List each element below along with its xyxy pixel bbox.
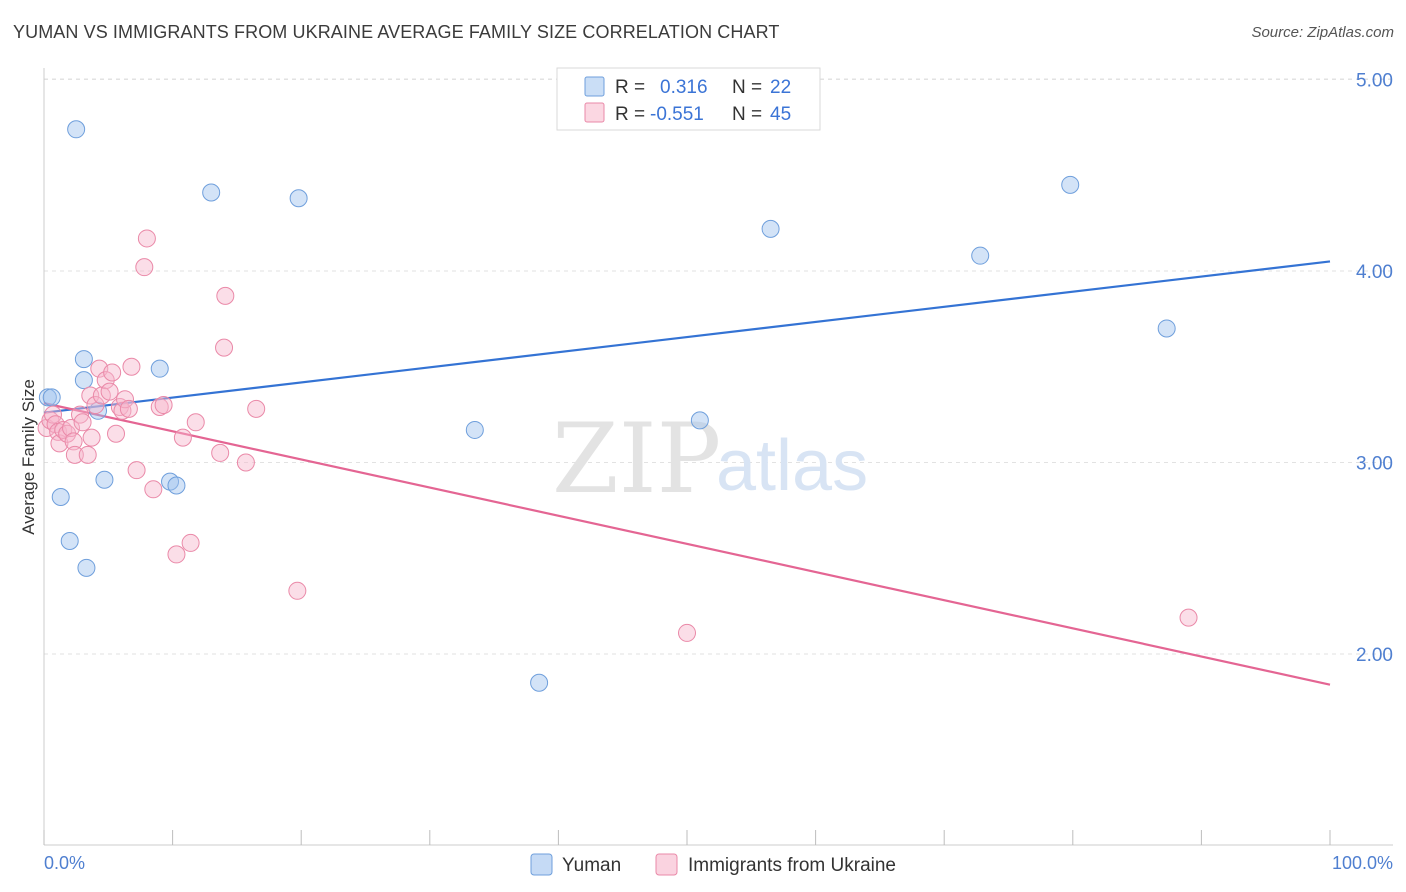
point-ukraine bbox=[107, 424, 126, 443]
point-yuman bbox=[202, 183, 221, 202]
legend-n-label-1: N = bbox=[732, 77, 762, 98]
trend-lines bbox=[43, 260, 1331, 686]
point-ukraine bbox=[135, 258, 154, 277]
point-ukraine bbox=[64, 432, 83, 451]
point-yuman bbox=[761, 219, 780, 238]
point-yuman bbox=[167, 476, 186, 495]
point-ukraine bbox=[167, 545, 186, 564]
point-ukraine bbox=[82, 428, 101, 447]
legend-r-label-1: R = bbox=[615, 77, 645, 98]
legend-n-value-2: 45 bbox=[770, 104, 791, 125]
point-ukraine bbox=[144, 480, 163, 499]
y-tick-label: 2.00 bbox=[1356, 645, 1393, 666]
point-ukraine bbox=[215, 338, 234, 357]
point-yuman bbox=[1157, 319, 1176, 338]
point-ukraine bbox=[122, 357, 141, 376]
point-ukraine bbox=[247, 399, 266, 418]
source-label: Source: ZipAtlas.com bbox=[1251, 24, 1394, 41]
y-tick-label: 5.00 bbox=[1356, 71, 1393, 92]
y-tick-label: 3.00 bbox=[1356, 454, 1393, 475]
point-yuman bbox=[95, 470, 114, 489]
data-points bbox=[37, 120, 1198, 692]
point-yuman bbox=[1061, 175, 1080, 194]
legend-n-value-1: 22 bbox=[770, 77, 791, 98]
trend-line-ukraine bbox=[43, 402, 1331, 686]
point-ukraine bbox=[211, 443, 230, 462]
point-ukraine bbox=[86, 396, 105, 415]
point-yuman bbox=[690, 411, 709, 430]
point-ukraine bbox=[127, 461, 146, 480]
legend-r-value-1: 0.316 bbox=[660, 77, 708, 98]
point-yuman bbox=[74, 371, 93, 390]
point-ukraine bbox=[116, 390, 135, 409]
x-tick-label-min: 0.0% bbox=[44, 853, 85, 873]
point-ukraine bbox=[216, 286, 235, 305]
point-ukraine bbox=[100, 382, 119, 401]
point-yuman bbox=[60, 532, 79, 551]
point-yuman bbox=[77, 558, 96, 577]
trend-line-yuman bbox=[43, 260, 1331, 414]
point-ukraine bbox=[154, 396, 173, 415]
point-ukraine bbox=[236, 453, 255, 472]
point-yuman bbox=[289, 189, 308, 208]
point-ukraine bbox=[1179, 608, 1198, 627]
watermark-zip: ZIP bbox=[552, 403, 721, 515]
bottom-legend-swatch-ukraine bbox=[655, 853, 678, 876]
point-ukraine bbox=[173, 428, 192, 447]
point-ukraine bbox=[96, 371, 115, 390]
legend-r-value-2: -0.551 bbox=[650, 104, 704, 125]
bottom-legend-label-ukraine: Immigrants from Ukraine bbox=[688, 855, 896, 876]
point-yuman bbox=[150, 359, 169, 378]
x-tick-label-max: 100.0% bbox=[1332, 853, 1393, 873]
point-yuman bbox=[74, 350, 93, 369]
bottom-legend-swatch-yuman bbox=[530, 853, 553, 876]
point-ukraine bbox=[50, 434, 69, 453]
point-yuman bbox=[971, 246, 990, 265]
point-ukraine bbox=[181, 533, 200, 552]
point-ukraine bbox=[678, 623, 696, 642]
point-ukraine bbox=[288, 581, 307, 600]
legend-box: R = 0.316 N = 22 R = -0.551 N = 45 bbox=[556, 67, 821, 131]
point-yuman bbox=[465, 420, 484, 439]
point-ukraine bbox=[62, 419, 81, 438]
watermark-atlas: atlas bbox=[716, 426, 868, 506]
point-yuman bbox=[38, 388, 57, 407]
chart-title: YUMAN VS IMMIGRANTS FROM UKRAINE AVERAGE… bbox=[13, 22, 780, 42]
y-axis-label: Average Family Size bbox=[19, 379, 38, 535]
point-ukraine bbox=[73, 413, 92, 432]
legend-swatch-ukraine bbox=[584, 102, 605, 123]
y-tick-label: 4.00 bbox=[1356, 262, 1393, 283]
point-ukraine bbox=[186, 413, 205, 432]
point-yuman bbox=[67, 120, 86, 139]
point-ukraine bbox=[113, 401, 132, 420]
point-ukraine bbox=[119, 399, 138, 418]
point-yuman bbox=[51, 487, 70, 506]
point-ukraine bbox=[103, 363, 122, 382]
point-ukraine bbox=[65, 445, 84, 464]
point-ukraine bbox=[78, 445, 97, 464]
point-yuman bbox=[530, 673, 549, 692]
axes bbox=[43, 68, 1393, 846]
y-tick-labels: 2.00 3.00 4.00 5.00 bbox=[1356, 71, 1393, 667]
legend-swatch-yuman bbox=[584, 76, 605, 97]
bottom-legend: Yuman Immigrants from Ukraine bbox=[530, 853, 896, 876]
legend-r-label-2: R = bbox=[615, 104, 645, 125]
point-ukraine bbox=[137, 229, 156, 248]
legend-n-label-2: N = bbox=[732, 104, 762, 125]
x-ticks bbox=[43, 830, 1331, 845]
point-yuman bbox=[42, 388, 61, 407]
gridlines bbox=[44, 78, 1393, 655]
bottom-legend-label-yuman: Yuman bbox=[562, 855, 621, 876]
